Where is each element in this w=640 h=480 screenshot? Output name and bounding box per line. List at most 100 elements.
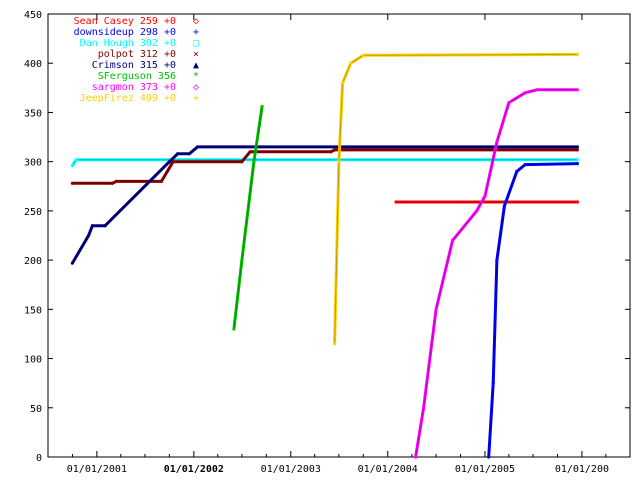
legend-label: sargmon 373 +0 xyxy=(92,82,176,93)
legend-entry: JeepFirez 409 +0 + xyxy=(80,93,199,104)
series-2 xyxy=(70,158,580,168)
data-point xyxy=(70,181,74,185)
x-tick-label: 01/01/2003 xyxy=(261,464,321,475)
data-point xyxy=(333,342,337,346)
y-tick-label: 350 xyxy=(24,108,42,119)
data-point xyxy=(248,150,252,154)
series-6 xyxy=(414,88,580,459)
legend-marker-icon: ▲ xyxy=(193,60,199,71)
legend-entry: SFerguson 356 * xyxy=(98,71,199,82)
x-tick-label: 01/01/2004 xyxy=(358,464,418,475)
data-point xyxy=(394,200,398,204)
legend-entry: sargmon 373 +0 ◇ xyxy=(92,82,199,93)
series-line xyxy=(232,106,264,330)
legend-label: Sean Casey 259 +0 xyxy=(74,16,176,27)
data-point xyxy=(491,381,495,385)
y-tick-label: 400 xyxy=(24,59,42,70)
data-point xyxy=(333,148,337,152)
series-line xyxy=(71,158,578,167)
x-tick-label: 01/01/2005 xyxy=(455,464,515,475)
series-line xyxy=(72,148,578,185)
legend-entry: Sean Casey 259 +0 ◇ xyxy=(74,16,199,27)
data-point xyxy=(329,150,333,154)
series-0 xyxy=(394,200,580,204)
data-point xyxy=(176,152,180,156)
data-point xyxy=(483,194,487,198)
data-point xyxy=(260,104,264,109)
data-point xyxy=(523,163,527,167)
data-point xyxy=(575,88,580,92)
legend: Sean Casey 259 +0 ◇downsideup 298 +0 +Dan … xyxy=(74,16,199,104)
legend-label: Crimson 315 +0 xyxy=(92,60,176,71)
data-point xyxy=(575,200,580,204)
data-point xyxy=(523,91,527,95)
data-point xyxy=(70,164,74,168)
data-point xyxy=(167,160,171,164)
data-point xyxy=(575,145,580,149)
series-line-core xyxy=(233,106,263,330)
series-line xyxy=(71,145,578,264)
data-point xyxy=(502,204,506,208)
data-point xyxy=(159,179,163,183)
data-point xyxy=(475,209,479,213)
series-3 xyxy=(70,148,580,185)
series-line-core xyxy=(71,146,578,264)
data-point xyxy=(341,81,345,85)
data-point xyxy=(434,307,438,311)
data-point xyxy=(495,140,499,144)
x-tick-label: 01/01/200 xyxy=(555,464,609,475)
data-point xyxy=(187,152,191,156)
series-line xyxy=(333,52,578,344)
legend-marker-icon: + xyxy=(193,27,199,38)
series-5 xyxy=(232,104,264,331)
legend-label: JeepFirez 409 +0 xyxy=(80,93,176,104)
series-7 xyxy=(333,52,580,346)
data-point xyxy=(487,455,491,459)
data-point xyxy=(240,160,244,164)
data-point xyxy=(114,179,118,183)
y-tick-label: 0 xyxy=(36,453,42,464)
legend-marker-icon: □ xyxy=(193,38,199,49)
data-point xyxy=(575,158,580,162)
y-tick-label: 100 xyxy=(24,355,42,366)
legend-label: polpot 312 +0 xyxy=(98,49,176,60)
data-point xyxy=(414,455,418,459)
data-point xyxy=(451,238,455,242)
series-4 xyxy=(70,145,580,265)
series-layer xyxy=(70,52,580,459)
y-tick-label: 450 xyxy=(24,10,42,21)
data-point xyxy=(495,258,499,262)
y-tick-label: 300 xyxy=(24,158,42,169)
legend-entry: Crimson 315 +0 ▲ xyxy=(92,60,199,71)
series-line xyxy=(487,162,578,458)
data-point xyxy=(349,61,353,65)
data-point xyxy=(535,88,539,92)
data-point xyxy=(575,52,580,57)
data-point xyxy=(74,158,78,162)
data-point xyxy=(110,181,115,185)
data-point xyxy=(575,162,580,166)
data-point xyxy=(515,169,519,174)
data-point xyxy=(507,101,511,105)
legend-marker-icon: ◇ xyxy=(193,82,199,93)
data-point xyxy=(232,327,236,331)
x-tick-label: 01/01/2002 xyxy=(164,464,224,475)
data-point xyxy=(337,160,341,164)
series-line-core xyxy=(488,163,578,458)
data-point xyxy=(361,53,365,57)
data-point xyxy=(70,261,74,265)
y-tick-label: 250 xyxy=(24,207,42,218)
y-tick-label: 200 xyxy=(24,256,42,267)
legend-marker-icon: * xyxy=(193,71,199,82)
data-point xyxy=(87,233,91,238)
axes: 0 50 100 150 200 250 300 350 400 450 01/01/2001 01/… xyxy=(24,10,630,475)
legend-entry: Dan Hough 302 +0 □ xyxy=(80,38,199,49)
data-point xyxy=(422,406,426,410)
legend-marker-icon: + xyxy=(193,93,199,104)
y-tick-label: 150 xyxy=(24,305,42,316)
legend-label: Dan Hough 302 +0 xyxy=(80,38,176,49)
series-line-core xyxy=(334,53,578,344)
data-point xyxy=(196,145,200,149)
data-point xyxy=(252,160,256,164)
